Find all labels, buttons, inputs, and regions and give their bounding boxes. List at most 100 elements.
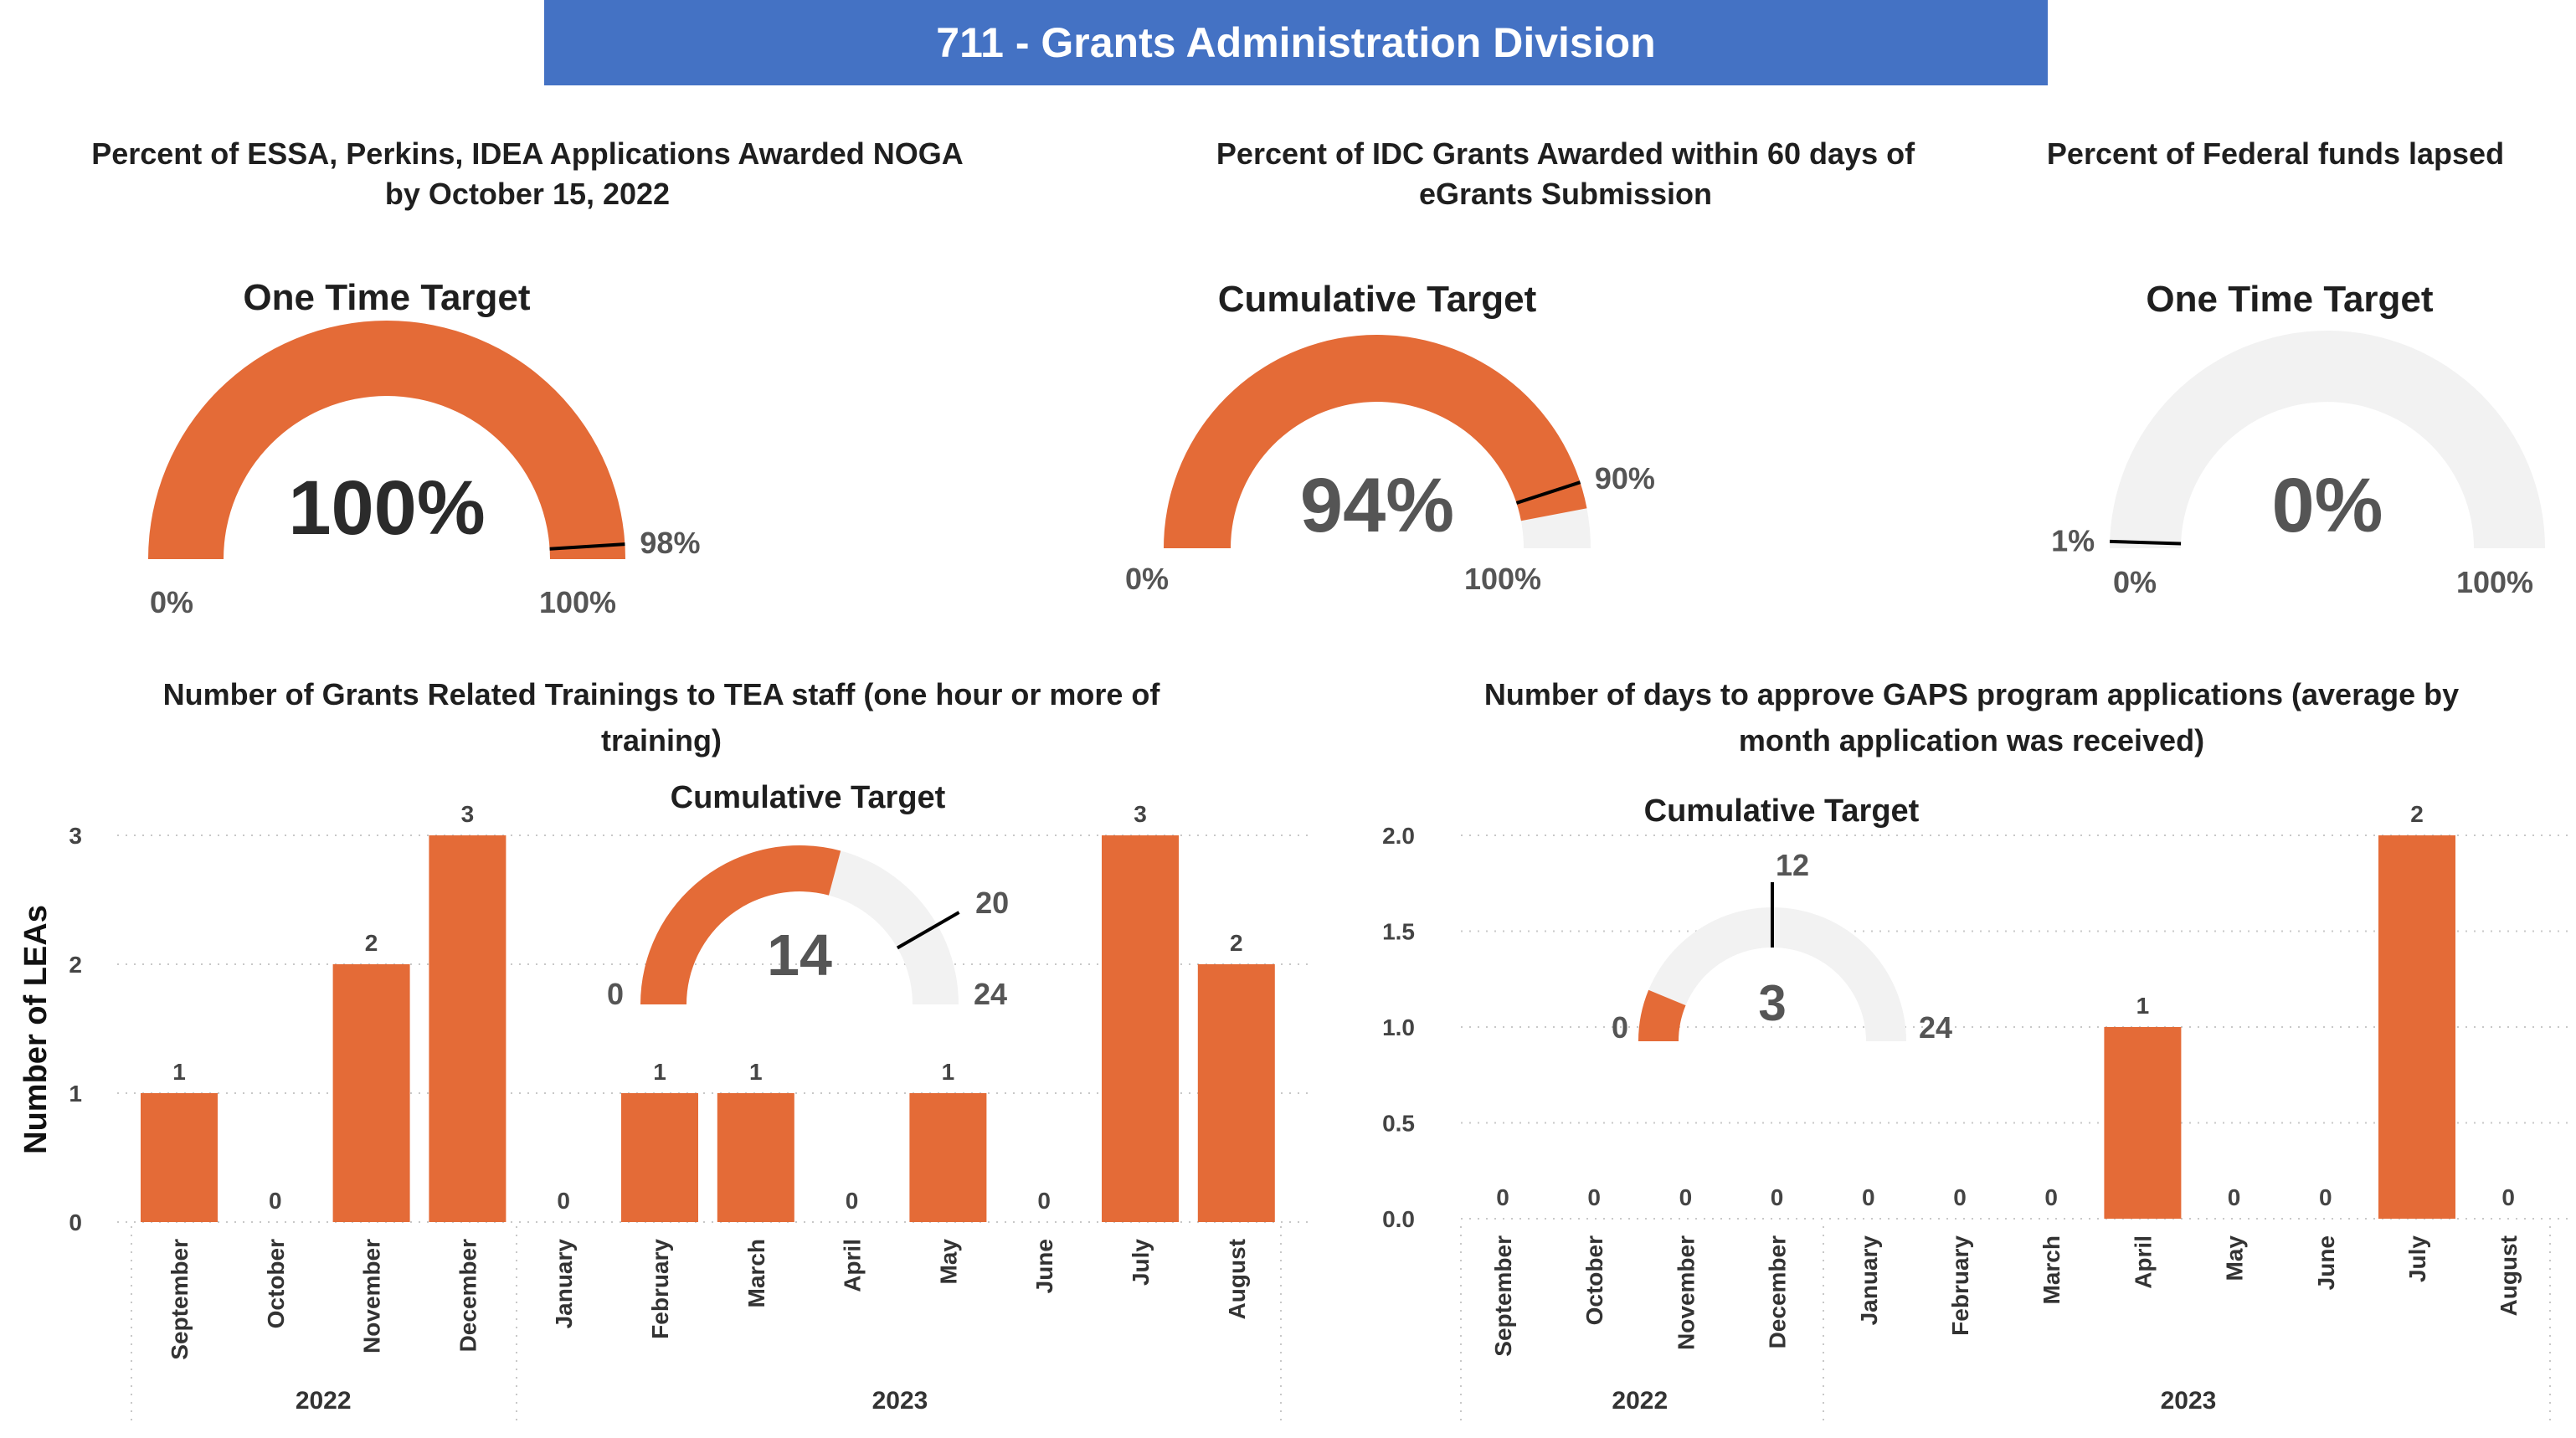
y-tick-label: 0.5 <box>1382 1111 1415 1137</box>
x-category-label: May <box>935 1239 961 1285</box>
gauge-value: 3 <box>1758 975 1786 1031</box>
bar-data-label: 1 <box>172 1059 186 1085</box>
kpi-gauge-3: 1% 0% 0% 100% One Time Target <box>2051 279 2545 599</box>
kpi-gauge-2: 90% 94% 0% 100% Cumulative Target <box>1125 279 1655 596</box>
gauge-fill <box>1164 334 1587 548</box>
kpi-heading: Percent of IDC Grants Awarded within 60 … <box>1216 136 1915 171</box>
gauge-max-label: 100% <box>2456 565 2533 599</box>
y-tick-label: 3 <box>69 823 82 849</box>
gauge-fill <box>148 321 625 559</box>
bar-data-label: 3 <box>461 801 475 827</box>
bar-data-label: 2 <box>1230 930 1243 956</box>
kpi-gauge-1: 98% 100% 0% 100% One Time Target <box>148 277 700 619</box>
bar-data-label: 0 <box>846 1188 859 1214</box>
bar-data-label: 0 <box>2319 1184 2332 1210</box>
gauge-fill <box>640 845 841 1004</box>
gauge-subtitle: Cumulative Target <box>1644 793 1920 829</box>
gauge-subtitle: Cumulative Target <box>1218 279 1537 320</box>
x-group-label: 2023 <box>2161 1387 2217 1415</box>
gauge-min-label: 0 <box>1612 1010 1628 1045</box>
bar <box>429 835 506 1222</box>
gauge-target-label: 98% <box>640 526 700 560</box>
x-group-label: 2022 <box>1612 1387 1668 1415</box>
x-category-label: March <box>2039 1235 2064 1304</box>
x-group-label: 2022 <box>296 1387 352 1415</box>
y-tick-label: 2.0 <box>1382 823 1415 849</box>
bar-data-label: 0 <box>1679 1184 1693 1210</box>
gauge-track <box>2110 331 2545 548</box>
bar-data-label: 0 <box>1496 1184 1509 1210</box>
bar-data-label: 0 <box>2228 1184 2241 1210</box>
y-axis-label: Number of LEAs <box>18 905 54 1154</box>
kpi-heading: Percent of ESSA, Perkins, IDEA Applicati… <box>91 136 964 171</box>
gauge-max-label: 100% <box>539 585 616 619</box>
kpi-panel-3: Percent of Federal funds lapsed 1% 0% 0% 100… <box>2047 136 2545 599</box>
inset-gauge: 20 14 0 24 Cumulative Target <box>607 780 1009 1011</box>
bar <box>717 1093 794 1222</box>
x-category-label: June <box>2313 1235 2339 1290</box>
x-category-label: September <box>1490 1235 1516 1357</box>
gauge-target-label: 1% <box>2051 523 2095 557</box>
bar-chart-2: Number of days to approve GAPS program a… <box>1382 677 2574 1423</box>
x-category-label: April <box>840 1239 866 1292</box>
gauge-min-label: 0% <box>2113 565 2157 599</box>
gauge-max-label: 24 <box>1919 1010 1952 1045</box>
chart-title: Number of Grants Related Trainings to TE… <box>163 677 1161 711</box>
y-tick-label: 1.5 <box>1382 919 1415 945</box>
x-category-label: October <box>263 1239 289 1328</box>
x-category-label: September <box>167 1239 193 1360</box>
x-category-label: October <box>1581 1235 1607 1325</box>
bar <box>1102 835 1179 1222</box>
y-tick-label: 0 <box>69 1209 82 1235</box>
x-category-label: May <box>2222 1235 2248 1281</box>
bar <box>909 1093 987 1222</box>
gauge-target-label: 20 <box>975 886 1009 920</box>
bar-data-label: 1 <box>749 1059 763 1085</box>
kpi-heading: by October 15, 2022 <box>385 177 670 211</box>
chart-title: training) <box>601 723 722 758</box>
gauge-value: 94% <box>1300 463 1454 548</box>
bar <box>1197 964 1275 1222</box>
gauge-value: 0% <box>2272 463 2383 548</box>
bar-data-label: 1 <box>2136 993 2150 1019</box>
x-category-label: December <box>455 1239 481 1353</box>
page-title: 711 - Grants Administration Division <box>936 19 1656 66</box>
gauge-value: 100% <box>288 465 485 551</box>
x-category-label: August <box>2496 1235 2522 1316</box>
bar-data-label: 2 <box>365 930 378 956</box>
x-category-label: January <box>551 1239 577 1329</box>
x-category-label: November <box>359 1239 385 1353</box>
bar <box>2378 835 2455 1219</box>
gauge-target-line <box>896 911 960 950</box>
x-category-label: April <box>2130 1235 2156 1289</box>
bar-data-label: 0 <box>1037 1188 1051 1214</box>
bar-data-label: 0 <box>2501 1184 2515 1210</box>
bar-data-label: 0 <box>1953 1184 1967 1210</box>
chart-title: month application was received) <box>1739 723 2204 758</box>
bar <box>332 964 410 1222</box>
gauge-target-label: 12 <box>1776 848 1809 882</box>
bar <box>2104 1027 2182 1219</box>
gauge-track <box>1638 907 1906 1041</box>
gauge-target-line <box>549 542 625 551</box>
gauge-max-label: 100% <box>1464 562 1541 596</box>
y-tick-label: 1.0 <box>1382 1014 1415 1040</box>
kpi-panel-1: Percent of ESSA, Perkins, IDEA Applicati… <box>91 136 964 619</box>
bar-data-label: 0 <box>269 1188 282 1214</box>
y-tick-label: 1 <box>69 1081 82 1107</box>
kpi-heading: Percent of Federal funds lapsed <box>2047 136 2504 171</box>
bar <box>621 1093 698 1222</box>
chart-title: Number of days to approve GAPS program a… <box>1484 677 2459 711</box>
gauge-target-label: 90% <box>1595 461 1655 496</box>
bar-data-label: 0 <box>1587 1184 1601 1210</box>
x-category-label: December <box>1765 1235 1791 1349</box>
gauge-target-line <box>1515 480 1581 505</box>
y-tick-label: 2 <box>69 952 82 978</box>
gauge-subtitle: One Time Target <box>243 277 530 318</box>
kpi-panel-2: Percent of IDC Grants Awarded within 60 … <box>1125 136 1915 596</box>
header-banner: 711 - Grants Administration Division <box>544 0 2048 85</box>
x-category-label: February <box>1947 1235 1973 1336</box>
gauge-value: 14 <box>767 922 832 988</box>
bar-data-label: 3 <box>1134 801 1147 827</box>
